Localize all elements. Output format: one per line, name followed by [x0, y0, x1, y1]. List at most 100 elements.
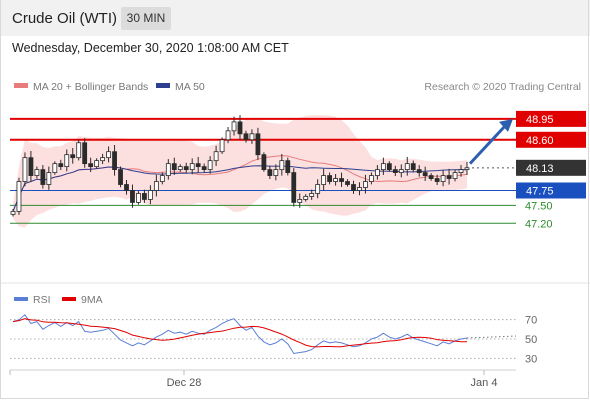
candle-body [398, 169, 404, 173]
level-tag-current [516, 159, 586, 176]
candle-body [392, 169, 398, 173]
candle-body [52, 163, 58, 173]
candle-body [34, 169, 40, 176]
candle-body [106, 151, 111, 159]
candle-body [28, 157, 34, 176]
candle-body [213, 151, 219, 162]
ma50-legend-swatch [156, 83, 170, 88]
candle-body [345, 181, 350, 185]
forecast-arrow-shaft [468, 122, 509, 165]
candle-body [255, 133, 261, 156]
bollinger-band [13, 115, 467, 228]
level-tag-support [516, 182, 586, 199]
candle-body [351, 184, 356, 191]
candle-body [136, 193, 141, 203]
credit-text: Research © 2020 Trading Central [424, 81, 581, 93]
level-label-resistance: 48.60 [526, 135, 554, 147]
candle-body [46, 172, 52, 185]
candle-body [183, 166, 189, 171]
candle-body [267, 169, 273, 176]
candle-body [219, 139, 225, 153]
candle-body [237, 121, 243, 135]
candle-body [112, 151, 117, 171]
rsi-projection [466, 335, 517, 339]
rsi-legend: RSI 9MA [14, 294, 103, 306]
candle-body [404, 163, 410, 171]
level-tag-resistance [516, 131, 586, 148]
candle-body [410, 163, 416, 171]
candle-body [159, 175, 165, 182]
candle-body [446, 175, 452, 179]
candlesticks [10, 115, 470, 217]
rsi-legend-swatch [14, 297, 28, 301]
candle-body [189, 163, 195, 171]
candle-body [363, 181, 368, 188]
candle-body [321, 175, 327, 185]
level-label-target: 47.20 [525, 218, 553, 230]
rsi-ma9-line [12, 318, 467, 348]
moving-averages [12, 155, 468, 212]
x-tick-label: Jan 4 [471, 377, 498, 389]
candle-body [118, 169, 123, 185]
candle-body [195, 163, 201, 168]
candle-body [165, 163, 171, 176]
instrument-title: Crude Oil (WTI) [12, 10, 117, 27]
main-legend: MA 20 + Bollinger Bands MA 50 Research ©… [14, 81, 581, 93]
timeframe-button[interactable]: 30 MIN [121, 7, 171, 30]
candle-body [279, 160, 285, 171]
forecast-arrow [468, 118, 513, 165]
ma20-legend-swatch [14, 83, 28, 88]
candle-body [357, 187, 362, 191]
candle-body [171, 163, 177, 171]
candle-body [458, 169, 464, 173]
candle-body [207, 160, 213, 171]
level-label-resistance: 48.95 [526, 114, 554, 126]
candle-body [82, 142, 88, 165]
rsi-line [12, 314, 468, 355]
candle-body [434, 178, 440, 182]
candle-body [291, 172, 297, 203]
candle-body [249, 133, 255, 141]
candle-body [142, 193, 147, 200]
candle-body [64, 154, 70, 168]
candle-body [100, 157, 106, 162]
x-axis: Dec 28 Jan 4 [9, 370, 498, 389]
candle-body [225, 130, 231, 141]
ma9-legend-label: 9MA [81, 294, 103, 306]
ma50-legend-label: MA 50 [175, 81, 205, 93]
candle-body [243, 133, 249, 141]
candle-body [94, 160, 100, 168]
rsi-legend-label: RSI [33, 294, 51, 306]
bollinger-band-area [13, 115, 467, 228]
rsi-tick-label: 70 [525, 315, 537, 327]
candle-body [416, 169, 422, 173]
level-labels: 48.95 48.60 48.13 47.75 47.50 47.20 [516, 110, 586, 230]
candle-body [440, 175, 446, 182]
ma20-legend-label: MA 20 + Bollinger Bands [33, 81, 148, 93]
candle-body [231, 121, 237, 132]
candle-body [147, 190, 153, 200]
candle-body [285, 160, 291, 173]
candle-body [303, 196, 309, 200]
rsi-tick-label: 30 [525, 353, 537, 365]
candle-body [380, 163, 386, 171]
candle-body [88, 163, 94, 168]
level-tag-resistance [516, 110, 586, 127]
candle-body [374, 169, 380, 176]
candle-body [386, 163, 392, 171]
candle-body [201, 166, 207, 171]
candle-body [464, 167, 470, 171]
level-label-current: 48.13 [526, 163, 554, 175]
candle-body [333, 178, 338, 182]
candle-body [177, 166, 183, 171]
candle-body [273, 169, 279, 176]
header-bar: Crude Oil (WTI) 30 MIN [0, 0, 590, 36]
level-label-target: 47.50 [525, 200, 553, 212]
candle-body [428, 175, 434, 179]
level-label-support: 47.75 [526, 185, 554, 197]
candle-body [339, 178, 344, 182]
rsi-tick-label: 50 [525, 334, 537, 346]
candle-body [10, 210, 16, 215]
candle-body [153, 181, 159, 191]
candle-body [76, 142, 82, 159]
